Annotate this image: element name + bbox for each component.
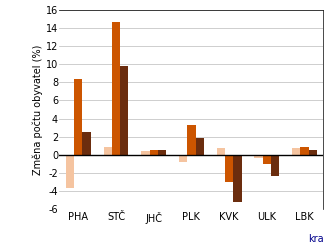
Bar — [74, 79, 82, 155]
Bar — [158, 150, 166, 155]
Bar — [292, 148, 300, 155]
Bar — [225, 155, 233, 182]
Bar — [263, 155, 271, 164]
Bar — [254, 155, 263, 158]
Bar — [141, 151, 149, 155]
Y-axis label: Změna počtu obyvatel (%): Změna počtu obyvatel (%) — [32, 44, 43, 175]
Bar — [196, 138, 204, 155]
Bar — [104, 147, 112, 155]
Bar — [300, 147, 309, 155]
Bar — [66, 155, 74, 188]
Bar — [271, 155, 279, 176]
Bar — [82, 132, 91, 155]
Bar — [187, 125, 196, 155]
Bar — [120, 66, 128, 155]
Bar — [112, 22, 120, 155]
Bar — [309, 150, 317, 155]
Bar — [233, 155, 242, 202]
Bar — [179, 155, 187, 162]
Bar — [217, 148, 225, 155]
Text: kra: kra — [308, 233, 323, 244]
Bar — [149, 150, 158, 155]
